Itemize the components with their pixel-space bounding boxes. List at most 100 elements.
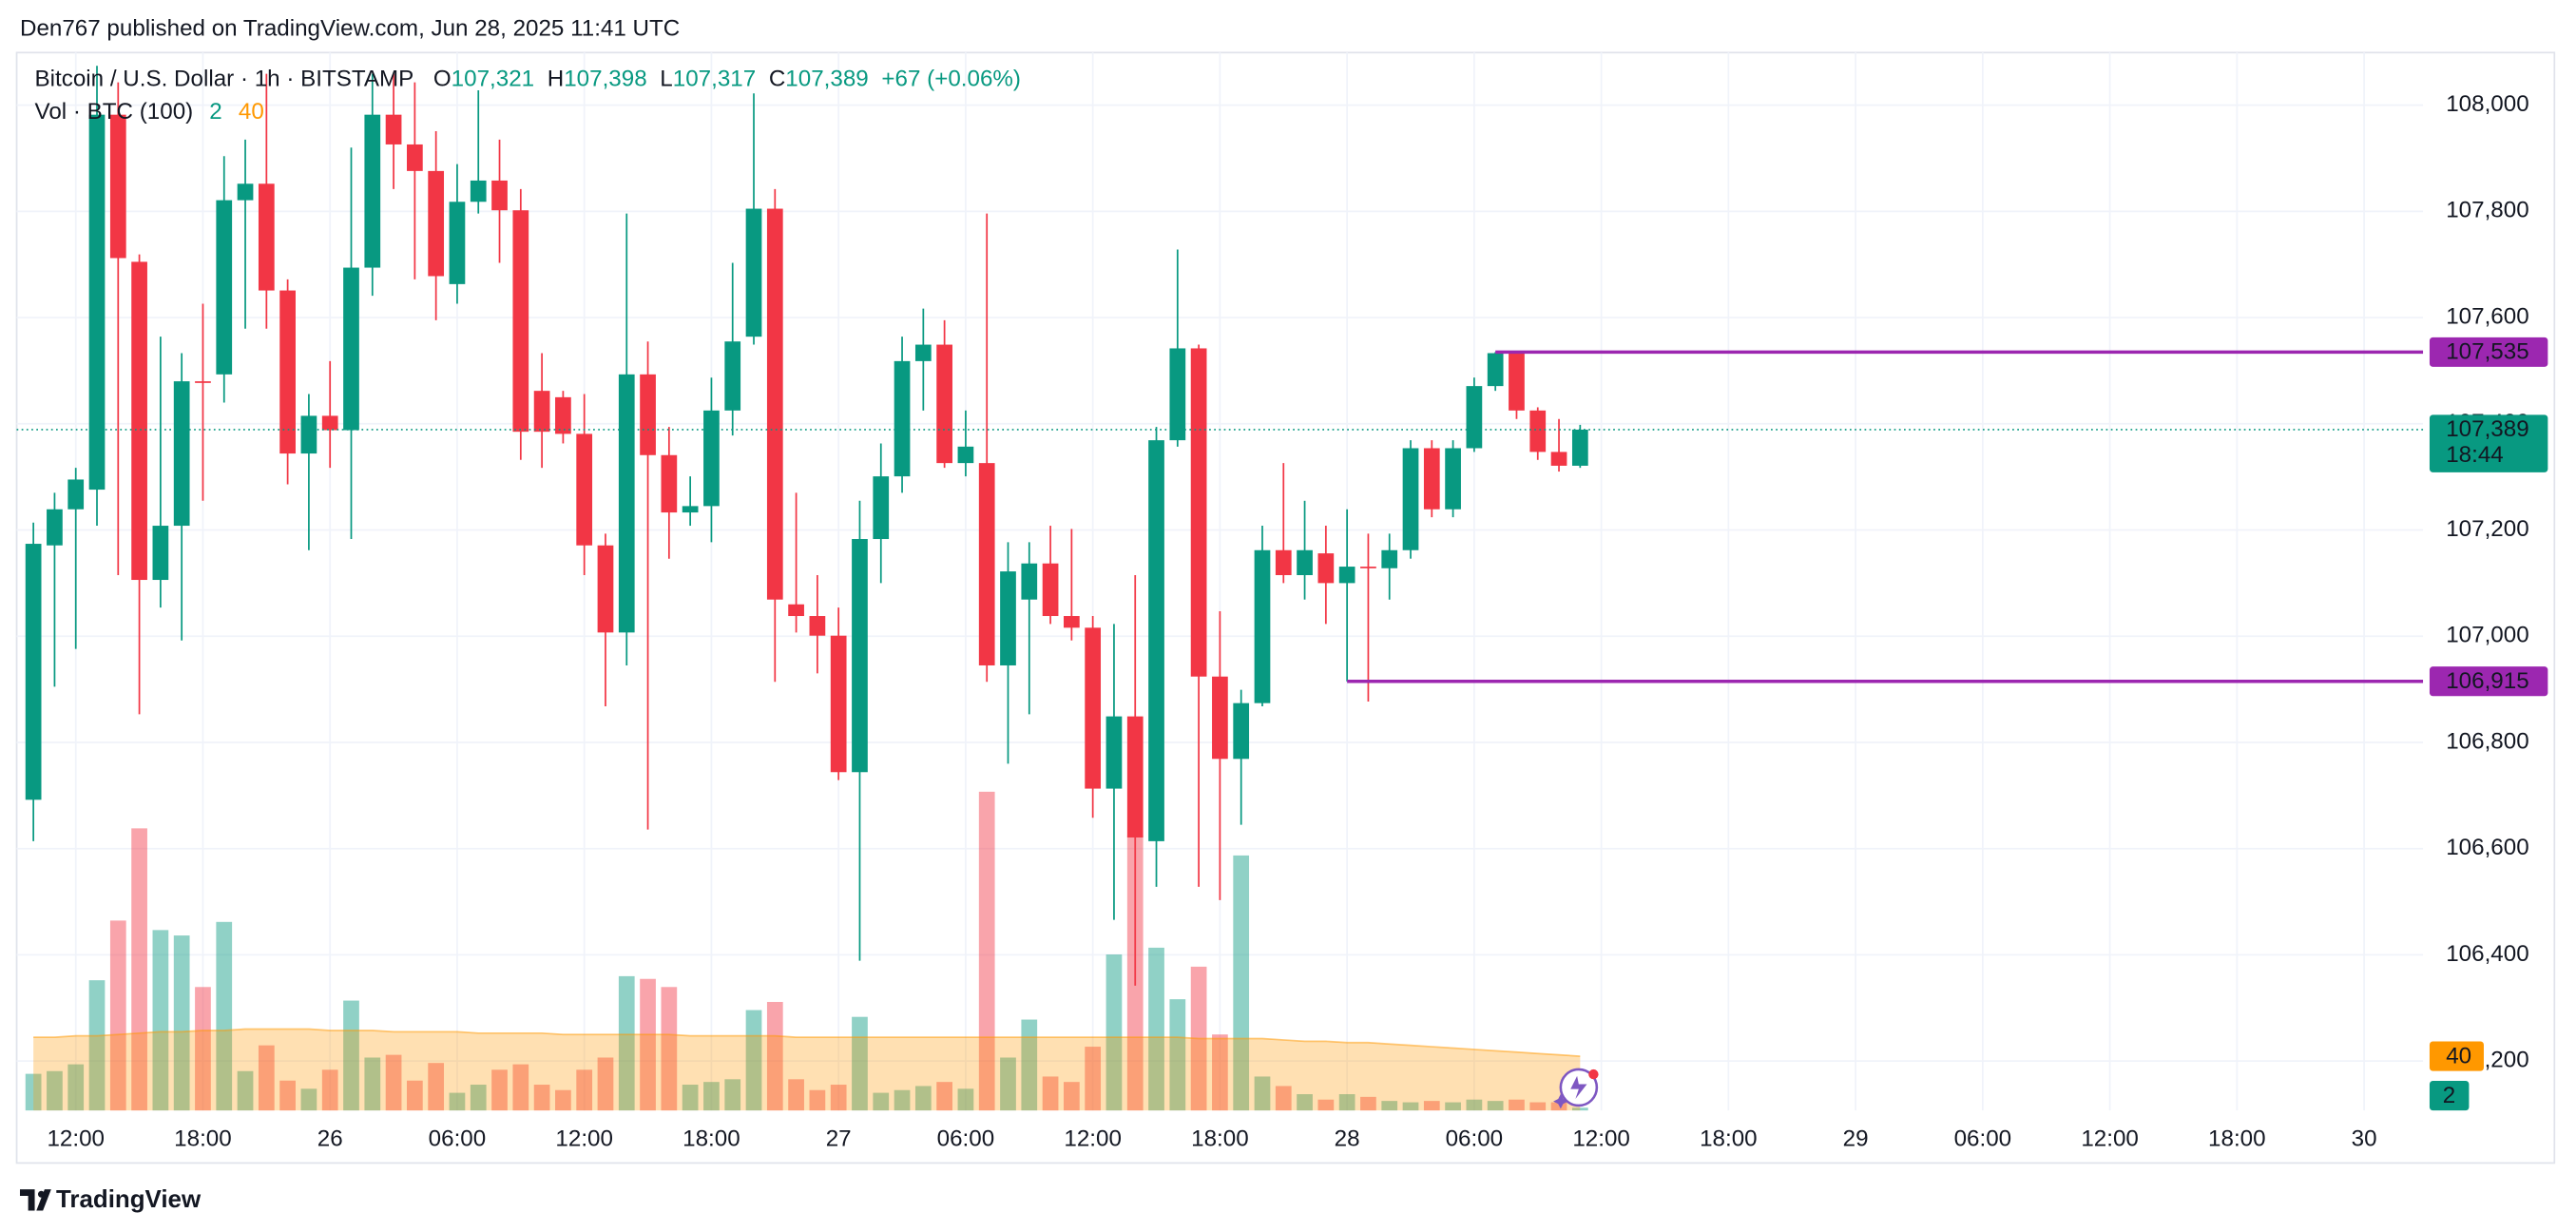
x-tick-label: 29 [1843,1126,1869,1152]
x-tick-label: 12:00 [1064,1126,1122,1152]
x-tick-label: 06:00 [937,1126,995,1152]
candle-body [1466,386,1483,449]
volume-bar [1275,1086,1292,1111]
volume-ma-axis-label: 40 [2446,1043,2471,1068]
x-tick-label: 18:00 [174,1126,232,1152]
candle-body [1169,348,1186,441]
candle-body [237,183,254,201]
overlays [16,350,2424,683]
level-label-box [2429,337,2548,367]
volume-bar [1212,1034,1228,1111]
candle-body [576,433,593,546]
candle-body [343,267,359,431]
volume-bar [1000,1057,1016,1111]
volume-bar [1317,1099,1335,1111]
volume-bar [1402,1102,1419,1111]
volume-bar [809,1089,826,1111]
volume-bar [343,1000,359,1111]
candle-body [47,509,63,546]
candle-body [1529,410,1547,452]
candle-body [364,114,381,268]
volume-bar [1042,1076,1059,1111]
candle-body [555,396,571,434]
volume-last-box [2429,1081,2470,1111]
candle-body [809,616,826,636]
candle-body [67,479,85,510]
volume-bar [131,828,147,1111]
volume-bar [195,987,211,1111]
legend-key: C [769,67,785,92]
icon-sparkle [1553,1093,1568,1109]
volume-bar [957,1088,974,1111]
volume-title: Vol · BTC (100) [35,100,194,125]
volume-last-axis-label: 2 [2443,1083,2455,1108]
candle-body [533,391,550,433]
volume-bar [1169,999,1186,1111]
candle-body [25,544,42,800]
volume-legend: Vol · BTC (100) 2 40 [35,100,264,125]
volume-bar [766,1001,783,1111]
volume-bar [830,1085,847,1111]
volume-bar [533,1085,550,1111]
candle-body [1381,549,1398,568]
volume-bar [640,978,656,1111]
volume-bar [385,1054,402,1111]
candle-body [914,344,932,361]
volume-bar [555,1089,571,1111]
volume-bar [109,920,126,1111]
axes: 106,200106,400106,600106,800107,000107,2… [47,91,2548,1152]
candle-body [152,526,169,581]
current-price-box [2429,414,2548,472]
volume-bar [216,921,233,1111]
volume-pane [25,791,1588,1111]
volume-bar [1509,1099,1525,1111]
candle-body [1360,567,1376,568]
volume-bar [1254,1076,1271,1111]
volume-bar [1487,1101,1504,1111]
candle-body [703,410,720,507]
volume-bar [173,935,190,1111]
legend-value: 107,389 [785,67,868,92]
volume-ma-last: 40 [239,100,264,125]
candle-body [109,114,126,259]
volume-bar [491,1069,508,1111]
candle-body [195,381,211,383]
volume-bar [321,1069,338,1111]
volume-bar [1021,1019,1038,1111]
candle-body [1445,448,1461,510]
candle-body [682,506,699,513]
assistant-icon[interactable] [1553,1068,1599,1109]
candle-body [1487,353,1504,387]
y-tick-label: 107,000 [2446,623,2528,648]
x-tick-label: 26 [317,1126,343,1152]
candle-body [724,341,741,411]
candle-body [1126,716,1144,837]
volume-bar [618,975,635,1111]
y-tick-label: 106,800 [2446,728,2528,754]
candle-body [428,170,445,277]
candle-body [1148,440,1164,841]
legend-key: H [548,67,564,92]
volume-bar [364,1057,381,1111]
volume-bar [788,1079,804,1111]
volume-bar [1360,1096,1376,1111]
candle-body [618,374,635,633]
icon-bolt [1570,1075,1587,1100]
volume-bar [576,1069,593,1111]
candle-body [830,635,847,773]
y-tick-label: 107,600 [2446,303,2528,329]
level-label: 107,535 [2446,339,2528,365]
candle-body [1297,549,1313,576]
volume-bar [682,1085,699,1111]
volume-bar [894,1089,911,1111]
volume-bar [914,1086,932,1111]
candle-body [88,114,106,491]
volume-bar [1297,1094,1313,1111]
candle-body [173,381,190,527]
y-tick-label: 106,600 [2446,835,2528,860]
volume-bar [279,1080,296,1111]
symbol: Bitcoin / U.S. Dollar · 1h · BITSTAMP [35,67,414,92]
volume-ma-box [2429,1041,2484,1071]
volume-bar [67,1064,85,1111]
candle-body [1402,448,1419,550]
